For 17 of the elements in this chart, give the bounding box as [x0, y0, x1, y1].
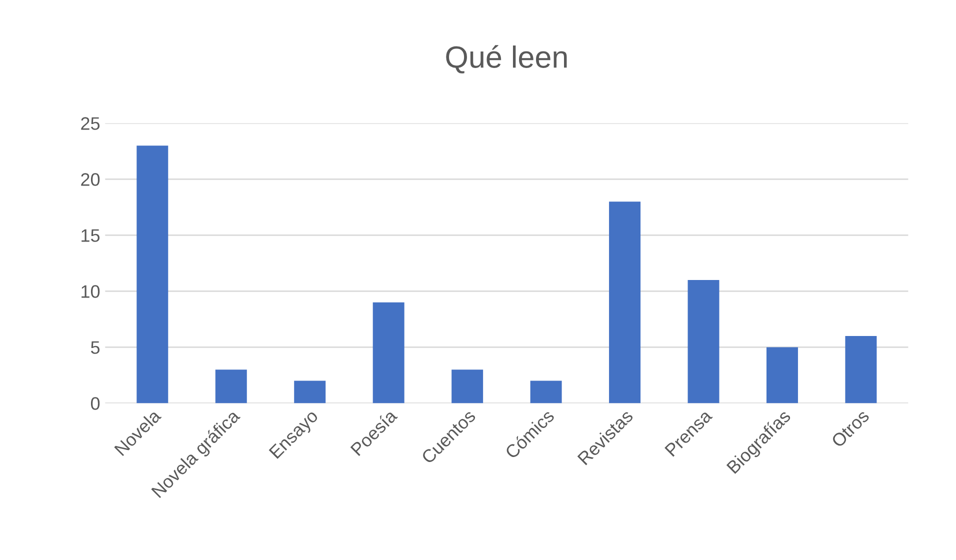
bar	[609, 202, 641, 404]
y-tick-label: 5	[90, 341, 100, 354]
y-tick-label: 20	[81, 173, 100, 186]
bar	[294, 380, 326, 404]
bar	[845, 336, 877, 404]
bar	[766, 347, 798, 404]
bar	[452, 370, 484, 404]
bar	[688, 280, 720, 404]
y-tick-label: 25	[81, 117, 100, 130]
y-tick-label: 10	[82, 285, 100, 298]
bar	[136, 146, 168, 404]
bar	[530, 380, 562, 404]
y-tick-label: 15	[82, 229, 100, 242]
y-tick-label: 0	[90, 397, 100, 410]
bar	[372, 302, 404, 404]
chart-title: Qué leen	[446, 45, 567, 74]
bar	[215, 370, 247, 404]
